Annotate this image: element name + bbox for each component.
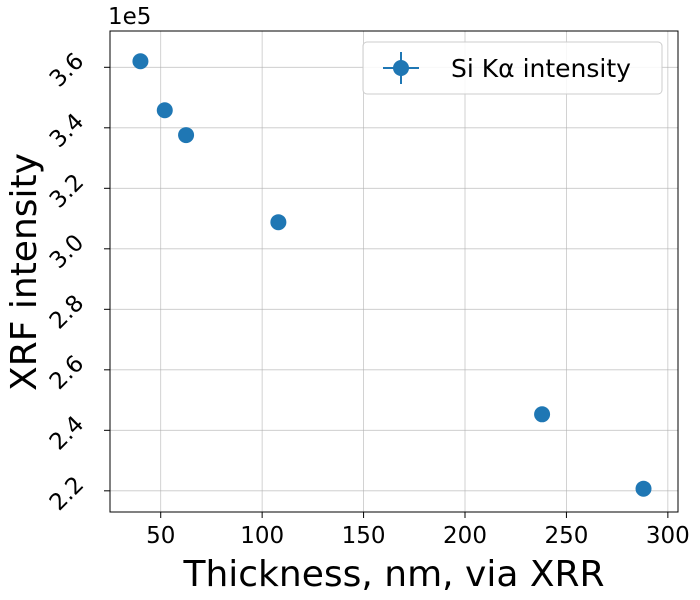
y-tick-label: 2.8	[45, 290, 89, 334]
x-tick-label: 250	[544, 523, 588, 549]
grid	[110, 31, 678, 512]
x-tick-label: 200	[443, 523, 487, 549]
legend-box	[362, 41, 663, 95]
plot-area-frame	[109, 30, 679, 513]
y-tick-label: 2.2	[45, 472, 89, 516]
data-point	[270, 214, 287, 231]
legend: Si Kα intensity	[362, 41, 663, 95]
y-tick-label: 3.6	[45, 48, 89, 92]
x-tick-label: 150	[342, 523, 386, 549]
x-tick-label: 300	[646, 523, 690, 549]
y-offset-label: 1e5	[108, 4, 151, 30]
data-point	[156, 102, 173, 119]
legend-marker-icon	[393, 60, 409, 76]
data-point	[178, 127, 195, 144]
y-tick-label: 3.4	[45, 109, 89, 153]
x-tick-label: 50	[146, 523, 175, 549]
data-points	[132, 53, 652, 497]
x-axis-title: Thickness, nm, via XRR	[182, 554, 604, 595]
y-axis: 2.2 2.4 2.6 2.8 3.0 3.2 3.4 3.6	[45, 48, 110, 516]
x-tick-label: 100	[240, 523, 284, 549]
x-axis: 50 100 150 200 250 300	[146, 512, 690, 549]
legend-label: Si Kα intensity	[451, 54, 631, 83]
data-point	[635, 480, 652, 497]
y-tick-label: 2.6	[45, 351, 89, 395]
y-axis-title: XRF intensity	[4, 153, 45, 391]
data-point	[534, 406, 551, 423]
y-tick-label: 3.2	[45, 169, 89, 213]
y-tick-label: 3.0	[45, 230, 89, 274]
y-tick-label: 2.4	[45, 411, 89, 455]
data-point	[132, 53, 149, 70]
